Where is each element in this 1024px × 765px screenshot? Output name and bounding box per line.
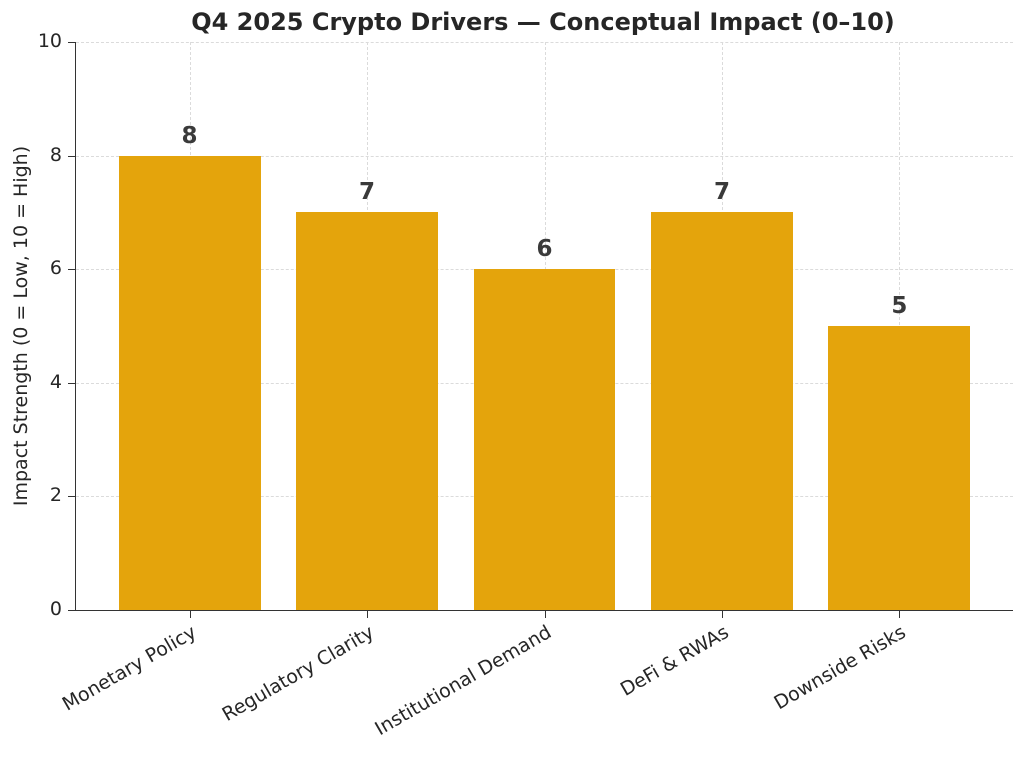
bar — [828, 326, 971, 610]
y-tick-label: 8 — [49, 143, 62, 166]
y-tick-label: 2 — [49, 484, 62, 507]
bar-value-label: 7 — [359, 179, 376, 206]
x-tick-mark — [721, 611, 723, 618]
bar-value-label: 8 — [181, 122, 198, 149]
bar — [473, 269, 616, 610]
y-tick-mark — [68, 269, 76, 271]
bar-value-label: 7 — [713, 179, 730, 206]
y-tick-label: 4 — [49, 370, 62, 393]
x-tick-label: Downside Risks — [770, 621, 910, 715]
bar — [296, 212, 439, 610]
x-tick-mark — [189, 611, 191, 618]
plot-area: 0 2 4 6 8 10 8 Monetary Policy 7 Regulatory Clari… — [38, 32, 1013, 740]
y-tick-mark — [68, 610, 76, 611]
chart-title: Q4 2025 Crypto Drivers — Conceptual Impa… — [191, 8, 895, 36]
x-tick-mark — [367, 611, 369, 618]
x-tick-label: Monetary Policy — [58, 621, 201, 716]
y-axis-label: Impact Strength (0 = Low, 10 = High) — [10, 145, 32, 507]
bar-value-label: 5 — [891, 293, 908, 319]
bar-value-label: 6 — [536, 236, 553, 263]
y-tick-label: 10 — [37, 30, 62, 53]
x-tick-label: Regulatory Clarity — [218, 621, 378, 726]
y-tick-label: 0 — [49, 598, 62, 621]
y-tick-mark — [68, 155, 76, 157]
y-tick-mark — [68, 496, 76, 498]
y-tick-mark — [68, 382, 76, 384]
y-tick-mark — [68, 42, 76, 43]
x-tick-label: DeFi & RWAs — [616, 621, 733, 701]
x-tick-label: Institutional Demand — [371, 621, 555, 741]
y-tick-label: 6 — [49, 257, 62, 280]
bar — [650, 212, 793, 610]
x-tick-mark — [544, 611, 546, 618]
x-tick-mark — [899, 611, 901, 618]
bar — [118, 155, 261, 610]
